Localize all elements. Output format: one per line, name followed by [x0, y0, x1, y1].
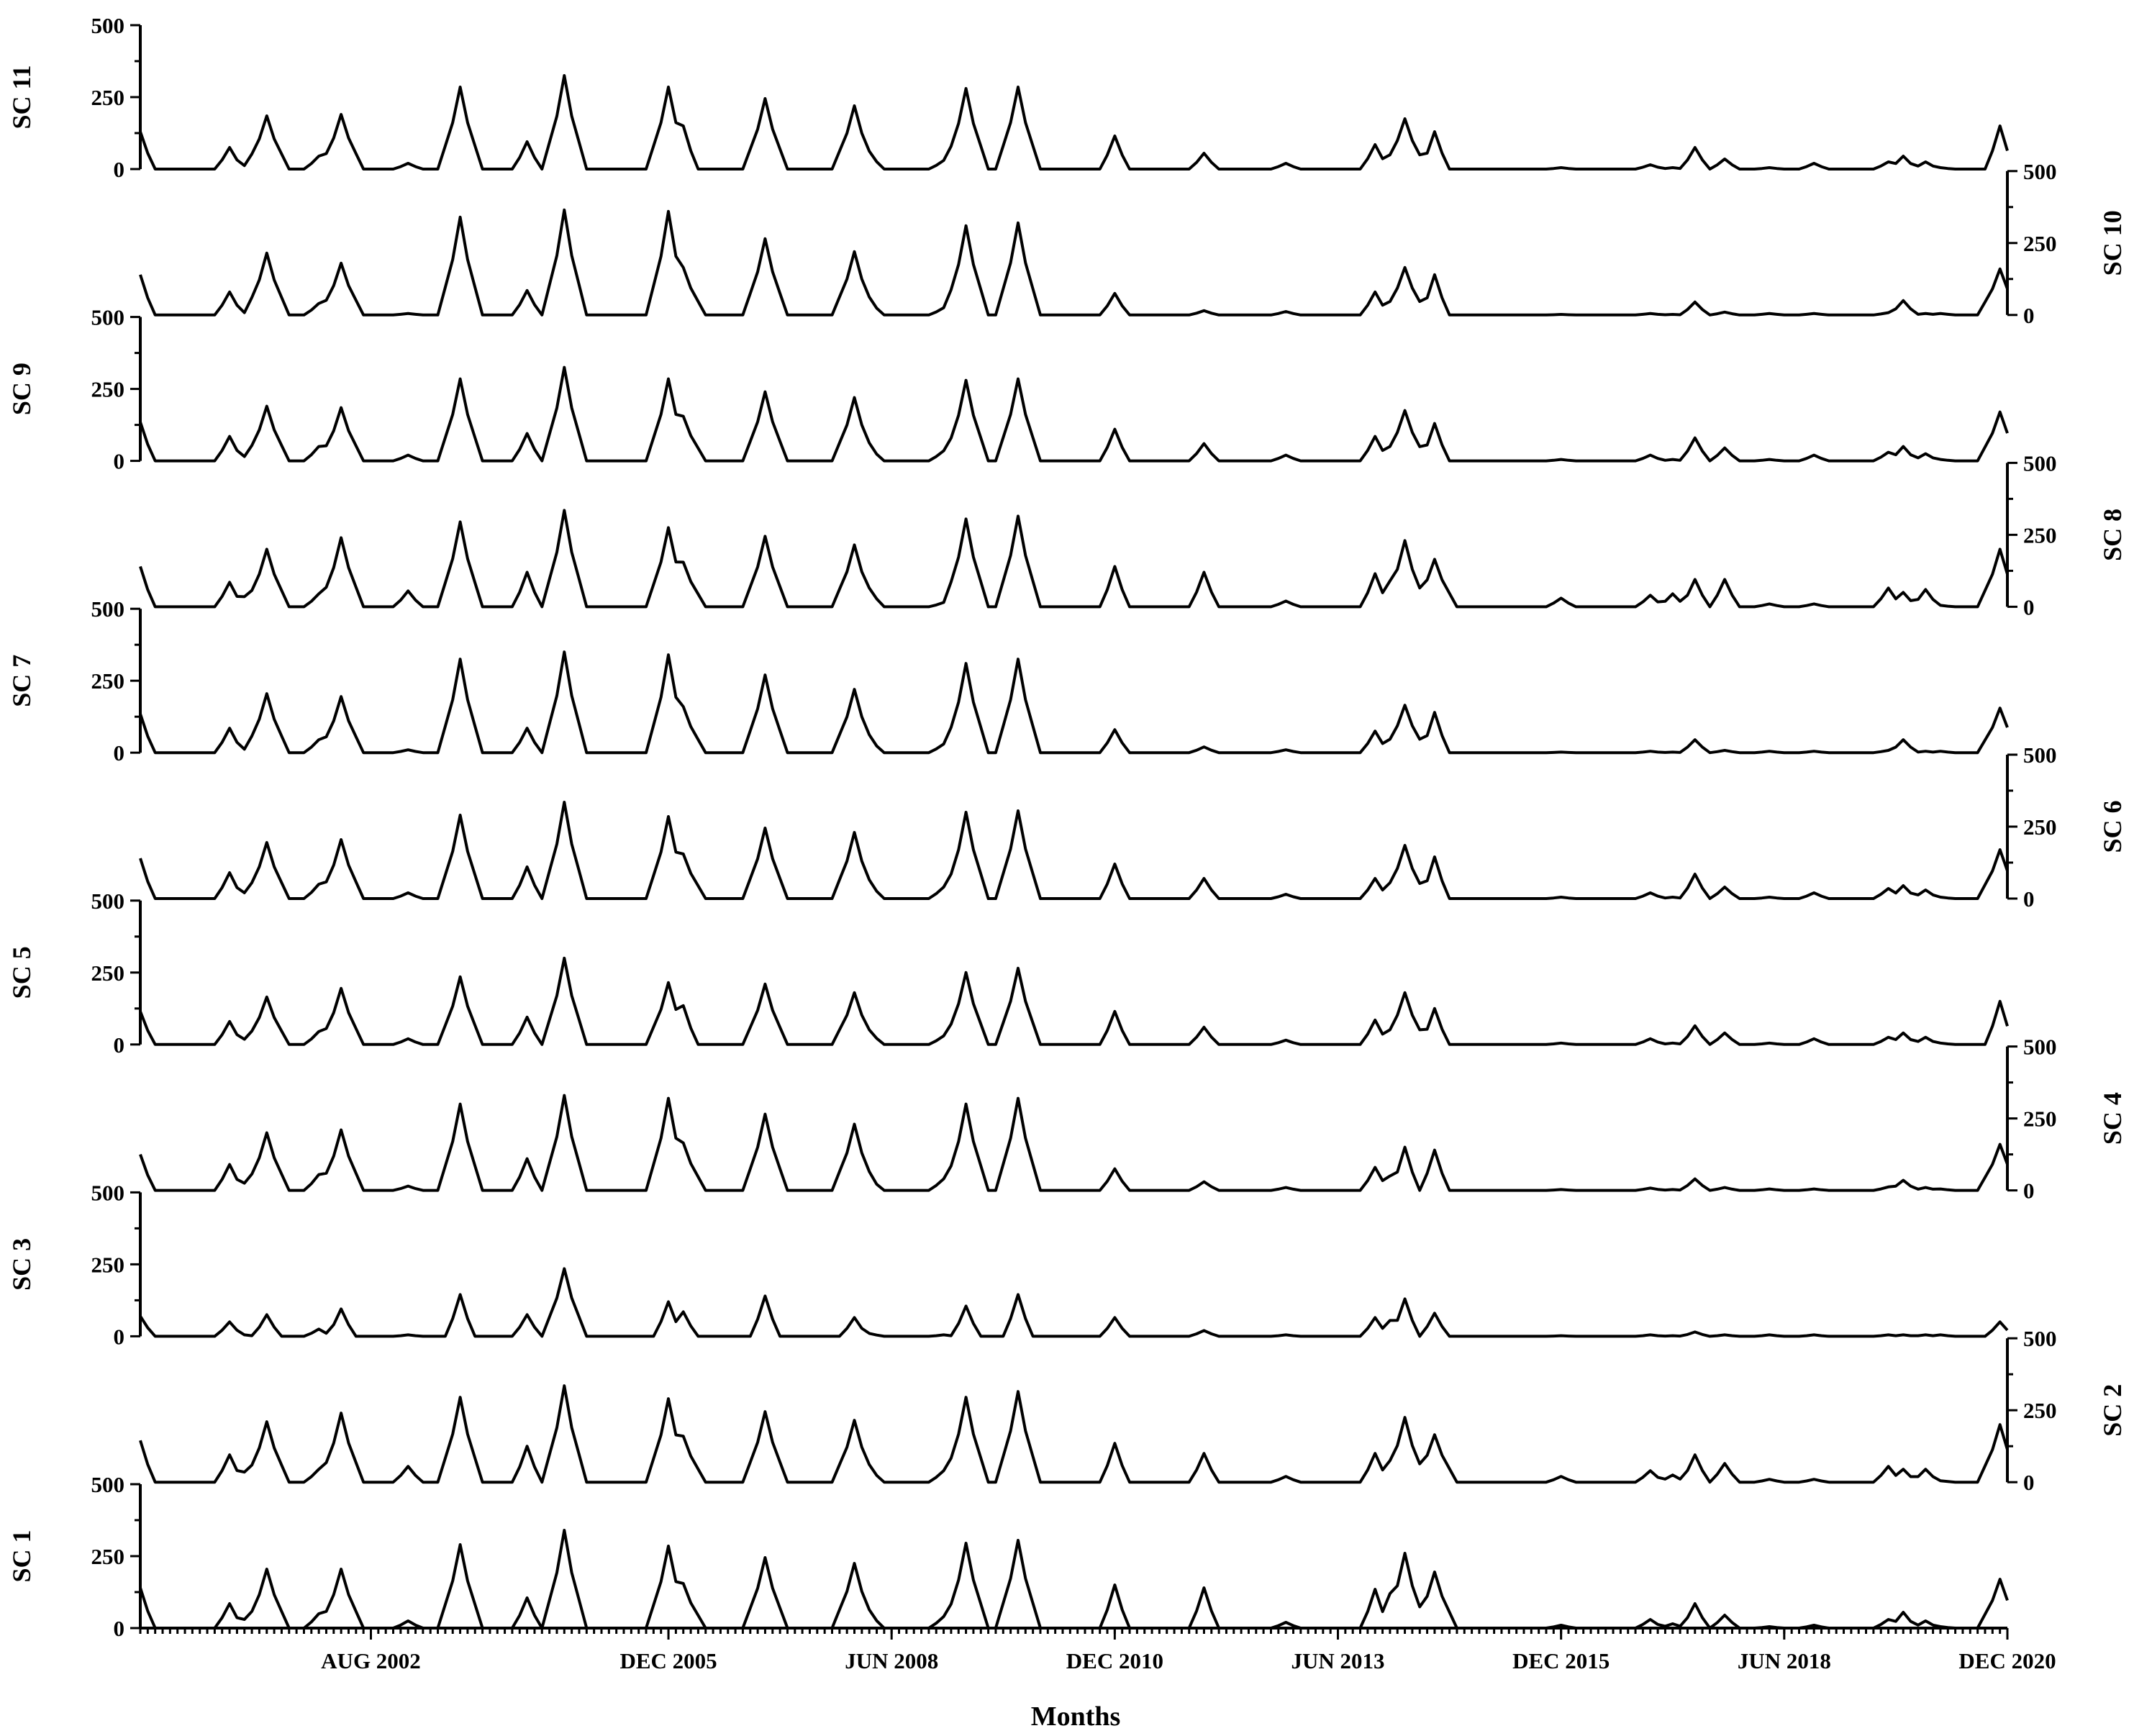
panel-sc-5: 0 250 500 SC 5 [7, 889, 2009, 1058]
y-tick-label: 0 [114, 740, 125, 765]
panel-label: SC 10 [2098, 210, 2127, 276]
y-tick-label: 0 [2023, 594, 2035, 619]
series-line [139, 208, 2009, 317]
y-tick-label: 0 [2023, 1470, 2035, 1495]
y-tick-label: 500 [2023, 159, 2057, 184]
panel-sc-10: 0 250 500 SC 10 [139, 159, 2127, 328]
y-tick-label: 0 [2023, 303, 2035, 328]
y-tick-label: 0 [114, 1032, 125, 1058]
y-tick-label: 0 [2023, 1178, 2035, 1204]
panel-sc-9: 0 250 500 SC 9 [7, 305, 2009, 474]
panel-label: SC 5 [7, 946, 36, 999]
x-axis-title: Months [1031, 1701, 1121, 1732]
x-axis: AUG 2002 DEC 2005 JUN 2008 DEC 2010 JUN 2013… [139, 1627, 2056, 1673]
y-tick-label: 500 [91, 1472, 125, 1497]
panel-label: SC 2 [2098, 1384, 2127, 1437]
x-tick-label: DEC 2005 [619, 1648, 717, 1673]
y-tick-label: 0 [2023, 886, 2035, 912]
panel-label: SC 11 [7, 65, 36, 129]
y-tick-label: 250 [2023, 814, 2057, 840]
panel-label: SC 4 [2098, 1092, 2127, 1145]
panel-sc-6: 0 250 500 SC 6 [139, 742, 2127, 912]
panel-label: SC 6 [2098, 800, 2127, 853]
y-tick-label: 250 [91, 668, 125, 694]
series-line [139, 956, 2009, 1046]
y-tick-label: 500 [2023, 1035, 2057, 1060]
series-line [139, 1529, 2009, 1630]
panel-sc-2: 0 250 500 SC 2 [139, 1326, 2127, 1495]
series-line [139, 1094, 2009, 1192]
panel-sc-4: 0 250 500 SC 4 [139, 1035, 2127, 1204]
panel-label: SC 7 [7, 655, 36, 707]
y-tick-label: 500 [91, 1180, 125, 1205]
y-tick-label: 250 [2023, 1106, 2057, 1132]
x-tick-label: DEC 2010 [1066, 1648, 1163, 1673]
series-line [139, 1267, 2009, 1338]
y-tick-label: 500 [91, 889, 125, 914]
y-tick-label: 0 [114, 157, 125, 182]
x-tick-label: AUG 2002 [321, 1648, 421, 1673]
panel-label: SC 1 [7, 1530, 36, 1582]
panel-sc-1: 0 250 500 SC 1 [7, 1472, 2009, 1641]
panel-sc-3: 0 250 500 SC 3 [7, 1180, 2009, 1349]
panel-sc-8: 0 250 500 SC 8 [139, 450, 2127, 619]
y-tick-label: 500 [91, 13, 125, 38]
y-tick-label: 500 [2023, 450, 2057, 476]
series-line [139, 365, 2009, 463]
y-tick-label: 250 [91, 1544, 125, 1569]
x-tick-label: JUN 2008 [845, 1648, 938, 1673]
y-tick-label: 250 [91, 377, 125, 402]
y-tick-label: 0 [114, 449, 125, 474]
series-line [139, 74, 2009, 171]
y-tick-label: 500 [91, 596, 125, 622]
x-tick-label: JUN 2018 [1738, 1648, 1831, 1673]
x-tick-label: DEC 2015 [1512, 1648, 1610, 1673]
y-tick-label: 0 [114, 1616, 125, 1641]
y-tick-label: 250 [2023, 522, 2057, 547]
panel-label: SC 8 [2098, 509, 2127, 561]
y-tick-label: 250 [91, 960, 125, 986]
y-tick-label: 250 [91, 1252, 125, 1277]
y-tick-label: 500 [2023, 1326, 2057, 1351]
series-line [139, 509, 2009, 609]
x-tick-label: DEC 2020 [1958, 1648, 2056, 1673]
y-tick-label: 250 [2023, 231, 2057, 256]
x-tick-label: JUN 2013 [1291, 1648, 1385, 1673]
panel-sc-11: 0 250 500 SC 11 [7, 13, 2009, 182]
y-tick-label: 250 [2023, 1398, 2057, 1423]
y-tick-label: 0 [114, 1324, 125, 1349]
panel-label: SC 3 [7, 1238, 36, 1291]
y-tick-label: 500 [91, 305, 125, 330]
panel-label: SC 9 [7, 363, 36, 415]
y-tick-label: 250 [91, 85, 125, 110]
panel-sc-7: 0 250 500 SC 7 [7, 596, 2009, 765]
series-line [139, 801, 2009, 900]
series-line [139, 1384, 2009, 1484]
series-line [139, 650, 2009, 755]
y-tick-label: 500 [2023, 742, 2057, 768]
